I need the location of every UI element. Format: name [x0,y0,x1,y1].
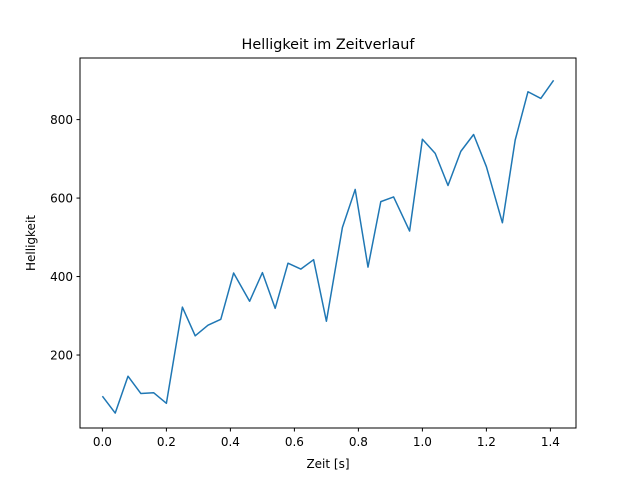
y-tick-label: 800 [50,113,73,127]
y-tick-label: 400 [50,270,73,284]
x-tick-label: 0.6 [285,435,304,449]
series-line-0 [101,79,555,414]
chart-title: Helligkeit im Zeitverlauf [242,37,416,53]
x-axis: 0.0 0.2 0.4 0.6 0.8 1.0 1.2 1.4 [93,428,560,449]
axes-frame [79,57,577,429]
x-tick-label: 0.0 [93,435,112,449]
y-axis-label: Helligkeit [24,215,38,271]
x-tick-label: 1.4 [541,435,560,449]
y-axis: 200 400 600 800 [50,113,80,363]
x-tick-label: 0.2 [157,435,176,449]
x-tick-label: 0.4 [221,435,240,449]
x-tick-label: 1.0 [413,435,432,449]
x-axis-label: Zeit [s] [306,457,349,471]
x-tick-label: 1.2 [477,435,496,449]
x-tick-label: 0.8 [349,435,368,449]
y-tick-label: 200 [50,349,73,363]
y-tick-label: 600 [50,192,73,206]
plot-area [101,79,555,414]
